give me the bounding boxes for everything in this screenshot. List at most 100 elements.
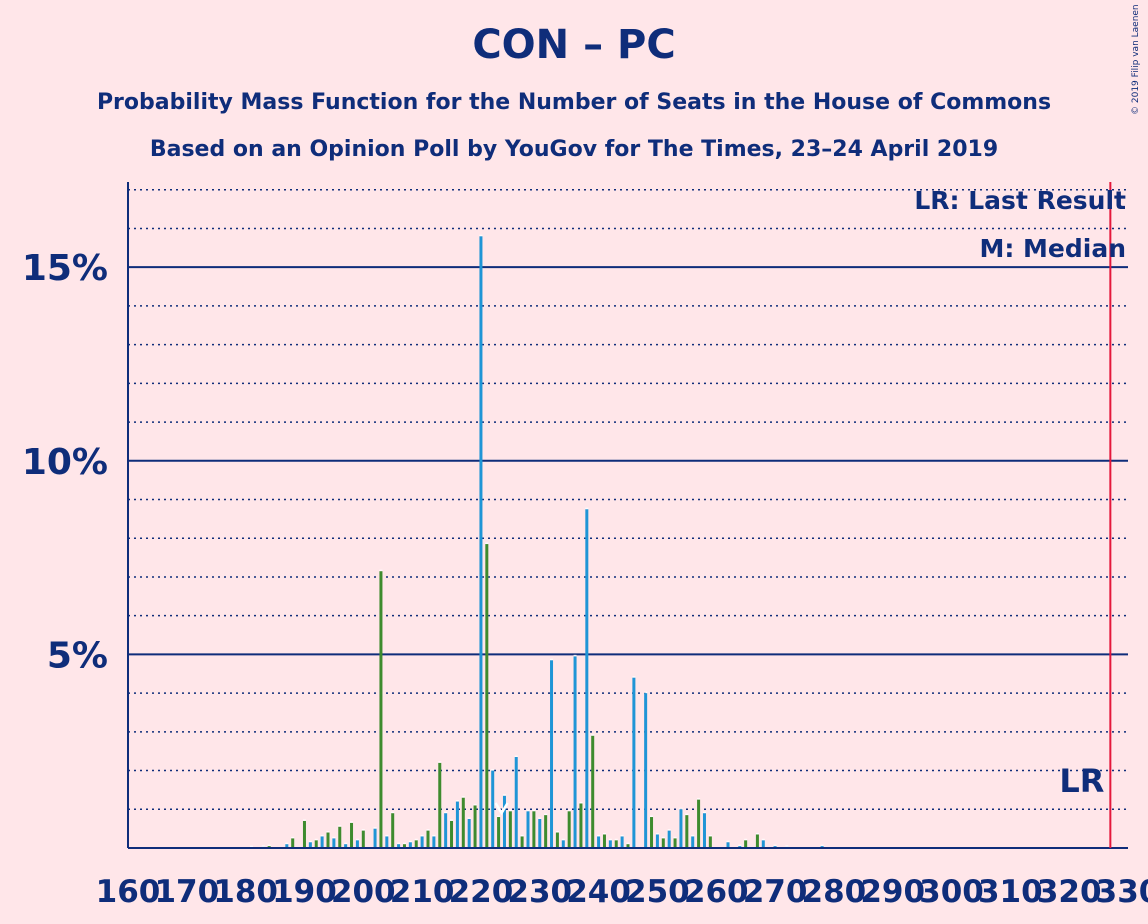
bar-cap-230: [538, 817, 542, 819]
x-tick-label: 330: [1096, 874, 1148, 910]
y-tick-label: 15%: [22, 248, 108, 289]
bar-cap-265: [744, 838, 748, 841]
chart-subtitle-poll: Based on an Opinion Poll by YouGov for T…: [149, 137, 999, 162]
bar-green-241: [602, 834, 606, 848]
bar-cap-226: [514, 755, 518, 758]
bar-cap-257: [697, 798, 701, 800]
bar-green-211: [426, 830, 430, 848]
bar-green-219: [473, 805, 477, 848]
bar-cap-195: [332, 836, 336, 839]
bar-green-192: [314, 840, 318, 848]
x-tick-label: 190: [272, 874, 337, 910]
bar-cap-240: [597, 834, 601, 837]
bar-blue-242: [608, 840, 612, 848]
bar-cap-183: [261, 845, 265, 847]
bar-green-209: [414, 840, 418, 848]
bar-cap-256: [691, 834, 695, 837]
bar-cap-250: [655, 832, 659, 835]
bar-blue-248: [644, 693, 648, 848]
bar-cap-236: [573, 654, 577, 657]
bar-cap-190: [302, 819, 306, 821]
bar-cap-181: [250, 845, 254, 848]
bar-cap-238: [585, 507, 589, 510]
bar-cap-262: [726, 840, 730, 843]
chart-subtitle: Probability Mass Function for the Number…: [96, 90, 1052, 115]
x-tick-label: 240: [566, 874, 631, 910]
bar-cap-220: [479, 234, 483, 237]
bar-blue-252: [667, 830, 671, 848]
bar-green-227: [520, 836, 524, 848]
bar-blue-226: [514, 757, 518, 848]
bar-green-243: [614, 840, 618, 848]
bar-cap-206: [397, 842, 401, 845]
bar-green-205: [391, 813, 395, 848]
bar-green-225: [508, 811, 512, 848]
bar-green-223: [497, 817, 501, 848]
bar-cap-242: [608, 838, 612, 841]
bar-cap-210: [420, 834, 424, 837]
bar-cap-208: [408, 840, 412, 843]
bar-blue-258: [702, 813, 706, 848]
bar-blue-244: [620, 836, 624, 848]
bar-blue-204: [385, 836, 389, 848]
bar-cap-217: [461, 796, 465, 798]
bar-cap-198: [350, 821, 354, 823]
bar-blue-218: [467, 818, 471, 848]
bar-green-217: [461, 797, 465, 848]
legend-last-result: LR: Last Result: [914, 186, 1126, 215]
bar-cap-231: [544, 813, 548, 816]
bar-cap-187: [285, 842, 289, 845]
bar-blue-262: [726, 842, 730, 848]
bar-green-237: [579, 803, 583, 848]
bar-blue-202: [373, 828, 377, 848]
median-marker: [494, 802, 509, 816]
bar-green-188: [291, 838, 295, 848]
bar-cap-219: [473, 803, 477, 806]
bar-cap-245: [626, 842, 630, 845]
bar-cap-254: [679, 807, 683, 810]
bar-blue-230: [538, 818, 542, 848]
bar-green-207: [402, 844, 406, 848]
bar-green-213: [438, 762, 442, 848]
bar-cap-229: [532, 809, 536, 812]
bar-cap-267: [755, 832, 759, 835]
x-tick-label: 280: [802, 874, 867, 910]
bar-cap-235: [567, 809, 571, 812]
bar-green-198: [350, 822, 354, 848]
bar-blue-214: [444, 813, 448, 848]
bar-blue-208: [408, 842, 412, 848]
x-tick-label: 260: [684, 874, 749, 910]
x-tick-label: 160: [96, 874, 161, 910]
bar-blue-220: [479, 236, 483, 849]
bar-blue-250: [655, 834, 659, 848]
bar-blue-240: [597, 836, 601, 848]
bar-cap-249: [650, 815, 654, 818]
last-result-label: LR: [1059, 762, 1104, 800]
bar-green-257: [697, 799, 701, 848]
bar-green-231: [544, 815, 548, 848]
x-tick-label: 230: [507, 874, 572, 910]
bar-cap-251: [661, 836, 665, 839]
x-tick-label: 320: [1037, 874, 1102, 910]
bar-blue-216: [455, 801, 459, 848]
bar-cap-196: [338, 825, 342, 827]
bar-cap-194: [326, 831, 330, 833]
bar-blue-222: [491, 770, 495, 848]
bar-green-251: [661, 838, 665, 848]
bar-cap-202: [373, 827, 377, 829]
bar-blue-268: [761, 840, 765, 848]
bar-cap-216: [455, 800, 459, 802]
bar-cap-191: [308, 840, 312, 843]
bar-cap-259: [708, 834, 712, 837]
bar-blue-206: [397, 844, 401, 848]
bar-green-200: [361, 830, 365, 848]
x-tick-label: 250: [625, 874, 690, 910]
x-tick-label: 220: [449, 874, 514, 910]
x-tick-label: 290: [860, 874, 925, 910]
bar-blue-187: [285, 844, 289, 848]
bar-green-203: [379, 571, 383, 848]
bar-green-194: [326, 832, 330, 848]
bar-cap-243: [614, 838, 618, 841]
bar-blue-195: [332, 838, 336, 848]
bar-cap-214: [444, 811, 448, 814]
